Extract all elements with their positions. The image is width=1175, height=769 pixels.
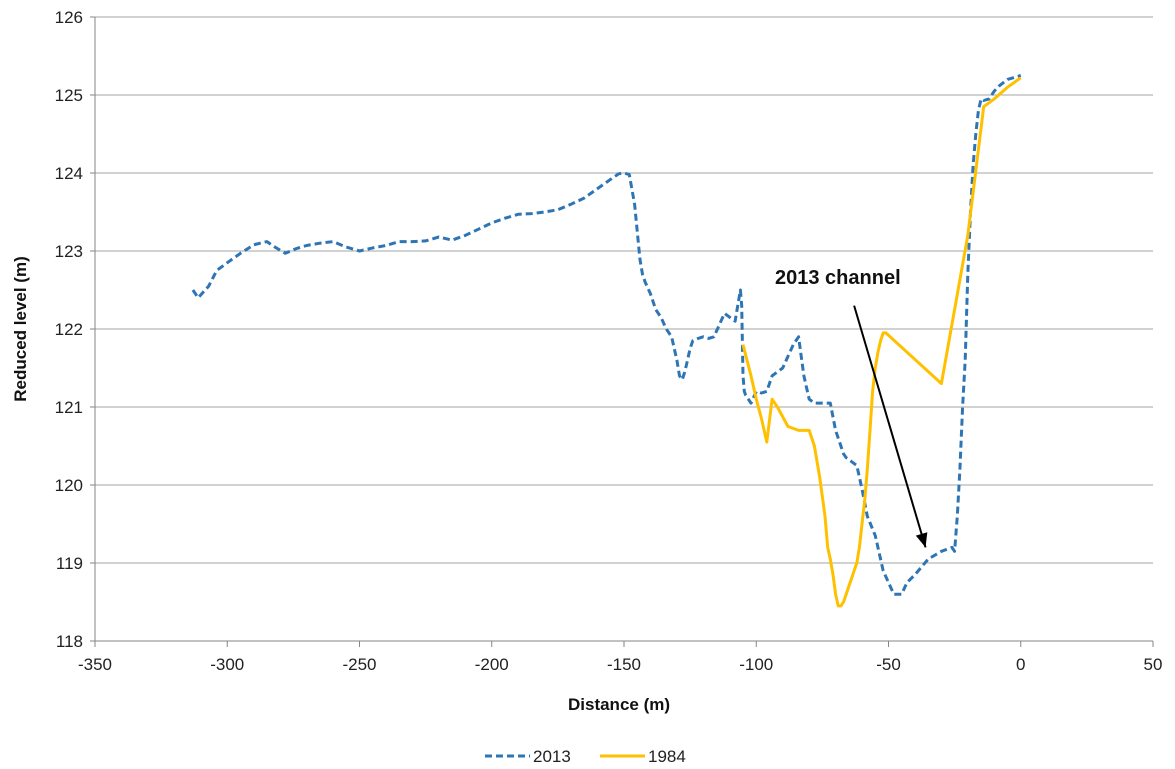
x-tick-label: -350	[78, 655, 112, 674]
y-tick-label: 123	[55, 242, 83, 261]
legend: 2013 1984	[485, 747, 686, 766]
annotation: 2013 channel	[775, 267, 928, 548]
legend-label-1984: 1984	[648, 747, 686, 766]
y-tick-label: 120	[55, 476, 83, 495]
x-tick-label: -200	[475, 655, 509, 674]
annotation-arrow-head	[915, 532, 928, 548]
x-tick-label: -250	[342, 655, 376, 674]
axes: 118 119 120 121 122 123 124 125 126 -350 -300 -250 -…	[55, 8, 1163, 674]
x-tick-label: -150	[607, 655, 641, 674]
y-tick-label: 119	[56, 554, 83, 573]
y-tick-label: 125	[55, 86, 83, 105]
x-tick-label: 50	[1144, 655, 1163, 674]
y-tick-label: 121	[55, 398, 83, 417]
x-tick-label: -50	[876, 655, 901, 674]
y-tick-label: 118	[56, 632, 83, 651]
series-line-2013	[191, 74, 1022, 596]
annotation-label: 2013 channel	[775, 267, 901, 289]
legend-label-2013: 2013	[533, 747, 571, 766]
x-tick-label: -100	[739, 655, 773, 674]
y-tick-label: 122	[55, 320, 83, 339]
series-line-1984	[741, 76, 1022, 608]
x-tick-label: -300	[210, 655, 244, 674]
y-axis-title: Reduced level (m)	[11, 256, 30, 402]
y-tick-label: 126	[55, 8, 83, 27]
x-axis-title: Distance (m)	[568, 695, 670, 714]
annotation-arrow-shaft	[853, 305, 927, 548]
y-tick-label: 124	[55, 164, 83, 183]
gridlines	[95, 16, 1153, 564]
series-lines	[191, 74, 1022, 608]
x-tick-label: 0	[1016, 655, 1025, 674]
